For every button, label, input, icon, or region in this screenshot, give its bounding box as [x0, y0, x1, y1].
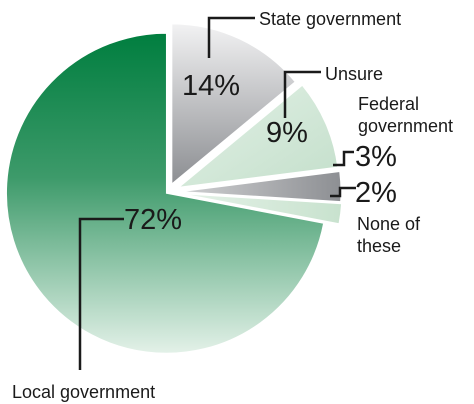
leader-state-government — [207, 16, 255, 58]
pie-slice-none-of-these — [181, 193, 343, 225]
slice-category-label-none-of-these: None of these — [357, 214, 425, 256]
slice-value-label-state-government: 14% — [182, 70, 240, 102]
slice-category-label-federal-government: Federal government — [358, 94, 453, 136]
slice-category-label-local-government: Local government — [12, 382, 155, 402]
leader-local-government — [78, 217, 124, 370]
pie-slice-federal-government — [180, 170, 342, 203]
slice-value-label-local-government: 72% — [124, 204, 182, 236]
federal-government-label-line-2: government — [358, 116, 453, 136]
leader-unsure — [283, 70, 321, 118]
slice-value-label-federal-government: 3% — [355, 141, 397, 173]
slice-category-label-state-government: State government — [259, 9, 401, 29]
slice-category-label-unsure: Unsure — [325, 64, 383, 84]
none-of-these-label-line-1: None of — [357, 214, 421, 234]
pie-slice-local-government — [5, 32, 325, 354]
leader-federal-government — [333, 150, 354, 167]
pie-slice-state-government — [171, 23, 296, 185]
slice-value-label-unsure: 9% — [266, 117, 308, 149]
leader-none-of-these — [330, 186, 356, 198]
federal-government-label-line-1: Federal — [358, 94, 419, 114]
slice-value-label-none-of-these: 2% — [355, 177, 397, 209]
none-of-these-label-line-2: these — [357, 236, 401, 256]
